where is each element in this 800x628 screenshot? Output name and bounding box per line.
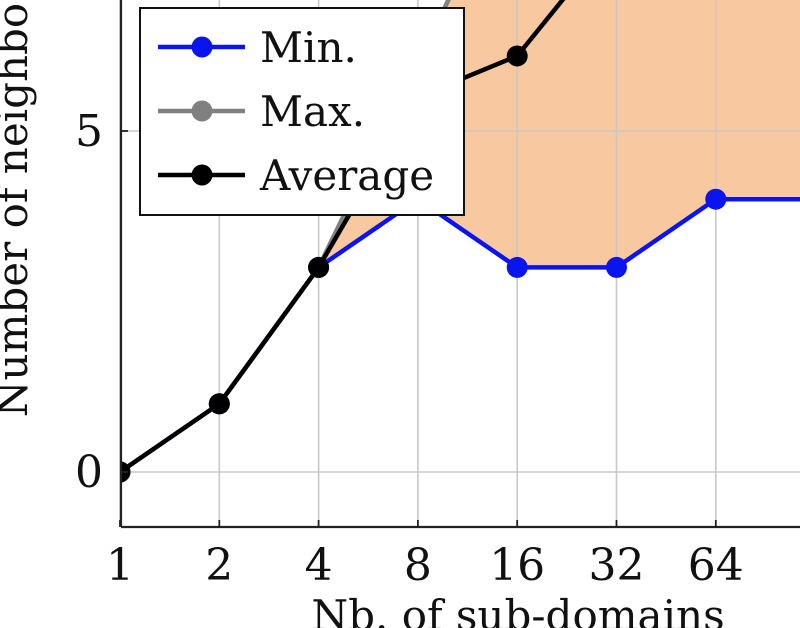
legend-marker-max [191,100,213,122]
legend-label-min: Min. [260,23,357,72]
legend: Min. Max. Average [139,7,465,216]
x-tick-label: 4 [305,540,333,591]
data-point-min [506,256,528,278]
x-tick-label: 16 [489,540,545,591]
legend-marker-min [191,36,213,58]
legend-label-max: Max. [260,87,365,136]
min-max-fill-area [121,0,800,472]
x-tick-label: 8 [404,540,432,591]
y-axis-title: Number of neighbo [0,3,37,417]
data-point-average [506,45,528,67]
fill-area-layer [121,0,800,472]
x-axis-title: Nb. of sub-domains [311,591,724,628]
y-tick-label: 5 [75,106,103,157]
legend-marker-average [191,164,213,186]
axes-layer [119,0,800,529]
data-point-average [208,393,230,415]
y-tick-label: 0 [75,447,103,498]
data-point-average [308,256,330,278]
series-line-average [121,0,566,474]
tick-label-layer: 124816326410510 [75,106,744,591]
x-tick-label: 32 [589,540,645,591]
x-tick-label: 64 [688,540,744,591]
x-tick-label: 2 [205,540,233,591]
data-point-min [705,188,727,210]
x-tick-label: 1 [106,540,134,591]
data-point-min [606,256,627,278]
legend-label-average: Average [259,151,434,200]
